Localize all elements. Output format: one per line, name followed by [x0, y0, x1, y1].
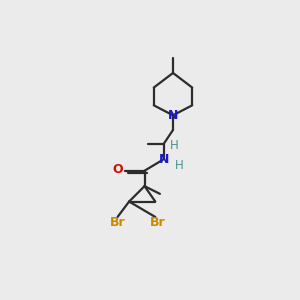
Text: N: N — [168, 109, 178, 122]
Text: Br: Br — [150, 216, 165, 229]
Text: N: N — [159, 153, 169, 166]
Text: H: H — [175, 159, 184, 172]
Text: Br: Br — [110, 216, 125, 229]
Text: H: H — [169, 139, 178, 152]
Text: O: O — [112, 163, 123, 176]
